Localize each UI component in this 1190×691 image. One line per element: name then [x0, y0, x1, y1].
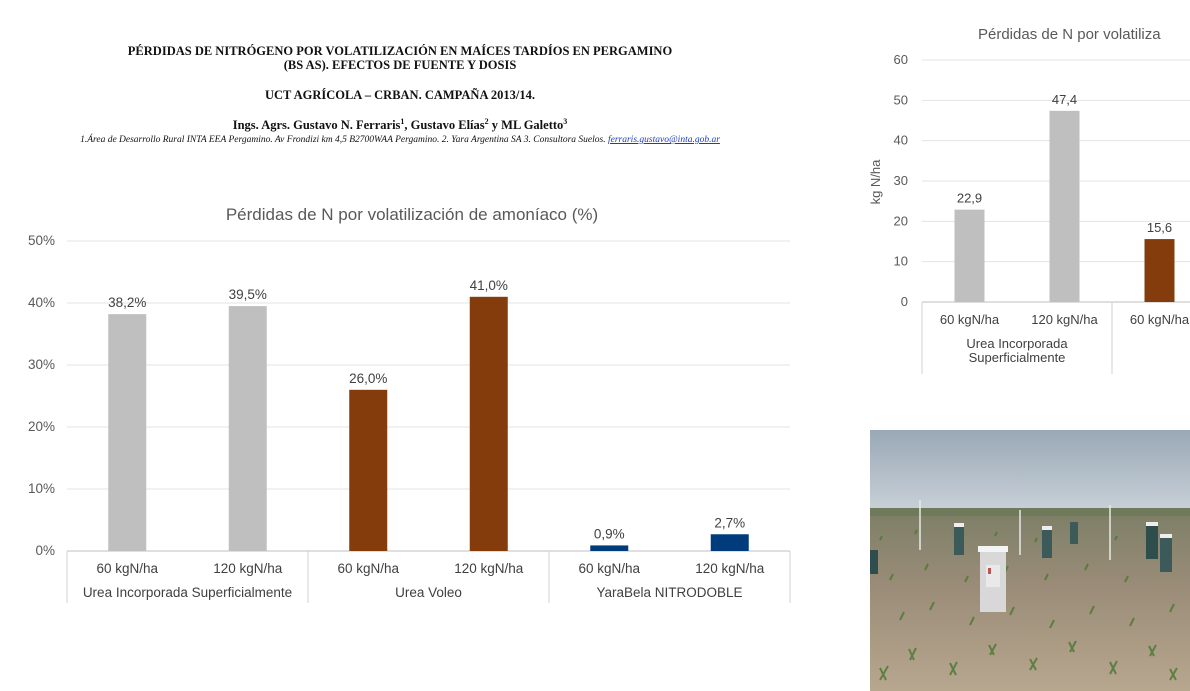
- x-tick-label: 120 kgN/ha: [454, 561, 524, 576]
- bar: [1049, 110, 1080, 302]
- y-tick-label: 30: [894, 173, 908, 188]
- author-2: , Gustavo Elías: [404, 118, 485, 133]
- bar: [469, 296, 508, 551]
- document-authors: Ings. Agrs. Gustavo N. Ferraris1, Gustav…: [60, 117, 740, 133]
- affiliation-text: 1.Área de Desarrollo Rural INTA EEA Perg…: [80, 135, 606, 146]
- y-tick-label: 50: [894, 92, 908, 107]
- x-tick-label: 60 kgN/ha: [940, 312, 1000, 327]
- x-tick-label: 120 kgN/ha: [695, 561, 765, 576]
- chart-title: Pérdidas de N por volatilización de amon…: [226, 205, 598, 224]
- document-affiliation: 1.Área de Desarrollo Rural INTA EEA Perg…: [80, 135, 720, 146]
- group-label: Urea Voleo: [395, 585, 462, 600]
- x-tick-label: 60 kgN/ha: [96, 561, 158, 576]
- y-tick-label: 40%: [28, 295, 55, 310]
- group-label: Superficialmente: [969, 350, 1066, 365]
- bar: [108, 314, 147, 551]
- y-tick-label: 20: [894, 213, 908, 228]
- group-label: YaraBela NITRODOBLE: [596, 585, 742, 600]
- y-axis-label: kg N/ha: [868, 159, 883, 205]
- y-tick-label: 50%: [28, 233, 55, 248]
- data-label: 15,6: [1147, 220, 1172, 235]
- x-tick-label: 60 kgN/ha: [337, 561, 399, 576]
- bar: [228, 306, 267, 551]
- document-header: PÉRDIDAS DE NITRÓGENO POR VOLATILIZACIÓN…: [60, 44, 740, 146]
- data-label: 2,7%: [714, 515, 745, 530]
- y-tick-label: 0%: [35, 543, 55, 558]
- y-tick-label: 60: [894, 52, 908, 67]
- x-tick-label: 60 kgN/ha: [578, 561, 640, 576]
- x-tick-label: 60 kgN/ha: [1130, 312, 1190, 327]
- bar: [954, 209, 985, 302]
- group-label: Urea Incorporada: [966, 336, 1068, 351]
- author-1-sup: 1: [400, 117, 405, 126]
- field-photo-image: [870, 430, 1190, 691]
- author-1: Ings. Agrs. Gustavo N. Ferraris: [232, 118, 401, 133]
- data-label: 39,5%: [229, 287, 267, 302]
- y-tick-label: 0: [901, 294, 908, 309]
- bar: [1144, 239, 1175, 302]
- document-subtitle: UCT AGRÍCOLA – CRBAN. CAMPAÑA 2013/14.: [264, 88, 536, 102]
- bar: [590, 545, 629, 551]
- chart-title: Pérdidas de N por volatiliza: [978, 26, 1161, 43]
- volatilization-kg-chart: Pérdidas de N por volatiliza 0 10 20 30 40 50 6…: [868, 26, 1190, 374]
- data-label: 41,0%: [470, 278, 508, 293]
- author-3-sup: 3: [563, 117, 568, 126]
- email-link[interactable]: ferraris.gustavo@inta.gob.ar: [607, 135, 720, 146]
- x-tick-label: 120 kgN/ha: [1031, 312, 1098, 327]
- y-tick-label: 10%: [28, 481, 55, 496]
- volatilization-percent-chart: Pérdidas de N por volatilización de amon…: [28, 205, 791, 603]
- author-3: y ML Galetto: [488, 118, 564, 133]
- data-label: 38,2%: [108, 295, 146, 310]
- field-photo: [870, 430, 1190, 691]
- x-tick-label: 120 kgN/ha: [213, 561, 283, 576]
- bar: [349, 389, 388, 551]
- y-tick-label: 30%: [28, 357, 55, 372]
- y-tick-label: 40: [894, 133, 908, 148]
- y-tick-label: 20%: [28, 419, 55, 434]
- document-title: PÉRDIDAS DE NITRÓGENO POR VOLATILIZACIÓN…: [127, 44, 673, 72]
- data-label: 22,9: [957, 191, 982, 206]
- data-label: 26,0%: [349, 371, 387, 386]
- author-2-sup: 2: [484, 117, 489, 126]
- data-label: 0,9%: [594, 526, 625, 541]
- y-tick-label: 10: [894, 254, 908, 269]
- data-label: 47,4: [1052, 92, 1077, 107]
- bar: [710, 534, 749, 551]
- group-label: Urea Incorporada Superficialmente: [83, 585, 292, 600]
